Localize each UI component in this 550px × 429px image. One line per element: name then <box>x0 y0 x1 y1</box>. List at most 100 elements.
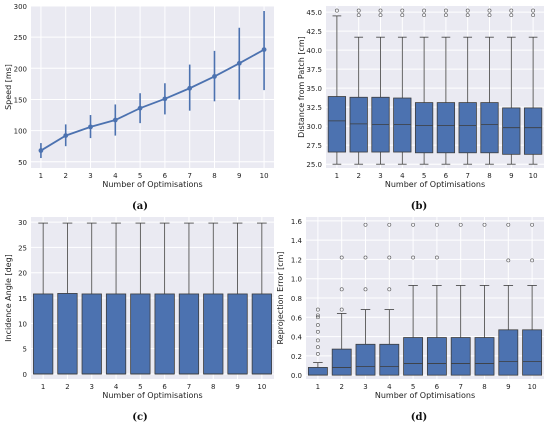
y-axis-label: Distance from Patch [cm] <box>297 36 306 138</box>
x-tick-label: 7 <box>187 172 191 180</box>
box <box>105 293 127 375</box>
panel-incidence-angle: 0 5 10 15 20 25 30 1 2 3 4 5 6 7 8 9 10 Number of Optimis… <box>4 217 274 400</box>
x-tick-label: 3 <box>378 172 382 180</box>
box <box>480 102 499 154</box>
x-tick-label: 6 <box>435 383 440 391</box>
y-tick-label: 40.0 <box>306 47 322 55</box>
x-tick-label: 4 <box>400 172 405 180</box>
box <box>227 293 248 375</box>
outlier-point <box>530 222 535 227</box>
outlier-point <box>411 255 416 260</box>
box <box>33 293 54 375</box>
data-point <box>137 105 143 111</box>
y-tick-label: 0 <box>23 371 27 379</box>
outlier-point <box>443 13 448 18</box>
outlier-point <box>315 338 320 343</box>
y-tick-label: 1.0 <box>291 276 302 284</box>
box <box>498 329 519 376</box>
x-tick-label: 9 <box>506 383 510 391</box>
panel-reprojection-error: 0.0 0.2 0.4 0.6 0.8 1.0 1.2 1.4 1.6 1 2 3 4 5 6 7 8 9 10 Nu… <box>276 217 544 400</box>
x-tick-label: 6 <box>444 172 449 180</box>
y-tick-label: 0.2 <box>291 353 302 361</box>
x-tick-label: 1 <box>39 172 43 180</box>
box <box>414 102 434 154</box>
outlier-point <box>465 13 470 18</box>
plot-area <box>31 6 274 168</box>
outlier-point <box>363 255 368 260</box>
caption-c: (c) <box>132 412 148 423</box>
x-tick-label: 9 <box>235 383 239 391</box>
outlier-point <box>315 315 320 320</box>
outlier-point <box>356 8 361 13</box>
box <box>523 107 543 155</box>
data-point <box>38 148 44 153</box>
x-tick-label: 10 <box>260 172 269 180</box>
outlier-point <box>378 13 383 18</box>
box <box>251 293 272 375</box>
x-tick-label: 1 <box>316 383 320 391</box>
outlier-point <box>509 8 514 13</box>
outlier-point <box>315 323 320 327</box>
x-tick-label: 1 <box>41 383 45 391</box>
caption-a: (a) <box>132 201 148 212</box>
x-axis-label: Number of Optimisations <box>375 391 475 400</box>
x-tick-label: 5 <box>138 172 142 180</box>
x-tick-label: 8 <box>482 383 486 391</box>
outlier-point <box>422 13 427 18</box>
y-tick-label: 15 <box>18 295 27 303</box>
data-point <box>63 133 69 139</box>
x-tick-label: 10 <box>528 383 537 391</box>
x-tick-label: 5 <box>422 172 426 180</box>
outlier-point <box>356 13 361 18</box>
outlier-point <box>315 313 320 318</box>
x-axis-label: Number of Optimisations <box>102 180 202 189</box>
x-axis-label: Number of Optimisations <box>385 180 485 189</box>
outlier-point <box>434 222 439 227</box>
y-tick-label: 0.8 <box>291 295 302 303</box>
outlier-point <box>315 345 320 350</box>
box <box>450 337 471 376</box>
box <box>458 102 477 154</box>
y-axis-label: Incidence Angle [deg] <box>4 254 13 342</box>
box <box>331 348 352 376</box>
box <box>379 343 400 376</box>
outlier-point <box>387 255 392 260</box>
outlier-point <box>487 8 492 13</box>
outlier-point <box>443 8 448 13</box>
x-tick-label: 7 <box>458 383 462 391</box>
outlier-point <box>315 307 320 312</box>
x-tick-label: 7 <box>187 383 191 391</box>
series-line <box>40 48 265 152</box>
x-tick-label: 4 <box>387 383 392 391</box>
box <box>502 107 521 155</box>
outlier-point <box>530 258 535 263</box>
box <box>436 102 456 154</box>
outlier-point <box>387 222 392 227</box>
outlier-point <box>378 8 383 13</box>
y-tick-label: 30.0 <box>306 123 322 131</box>
data-point <box>162 96 168 102</box>
outlier-point <box>458 222 463 227</box>
box <box>327 96 347 153</box>
box <box>57 293 78 375</box>
box <box>154 293 175 375</box>
box <box>522 329 543 376</box>
y-tick-label: 45.0 <box>306 9 322 17</box>
outlier-point <box>506 258 511 263</box>
outlier-point <box>315 329 320 334</box>
box <box>403 337 424 376</box>
outlier-point <box>363 287 368 292</box>
x-tick-label: 10 <box>529 172 538 180</box>
y-tick-label: 1.6 <box>291 218 303 226</box>
outlier-point <box>400 13 405 18</box>
y-tick-label: 5 <box>23 346 27 354</box>
x-tick-label: 2 <box>65 383 69 391</box>
outlier-point <box>339 287 344 292</box>
data-point <box>112 117 118 123</box>
y-axis-label: Reprojection Error [cm] <box>276 251 285 344</box>
box <box>203 293 224 375</box>
x-tick-label: 5 <box>411 383 415 391</box>
outlier-point <box>482 222 487 227</box>
x-tick-label: 3 <box>88 172 92 180</box>
